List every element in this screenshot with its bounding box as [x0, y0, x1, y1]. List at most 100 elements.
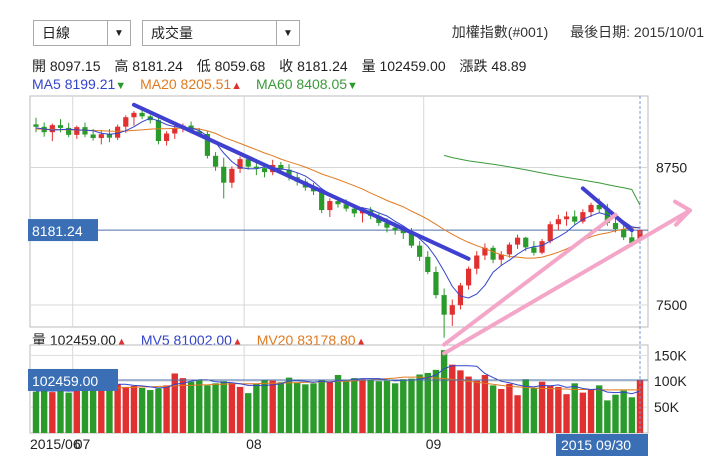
- volume-bar: [522, 379, 529, 433]
- x-tick-label: 2015/06: [30, 436, 81, 452]
- volume-bar: [595, 385, 603, 433]
- volume-bar: [334, 375, 342, 433]
- volume-bar: [245, 393, 252, 433]
- candle-body: [523, 237, 529, 248]
- volume-bar: [342, 380, 350, 433]
- candle-body: [343, 204, 349, 209]
- volume-value: 量 102459.00: [361, 58, 446, 74]
- candle-body: [49, 125, 55, 133]
- candle-body: [596, 204, 602, 210]
- candle-body: [106, 134, 113, 138]
- volume-bar: [65, 392, 72, 433]
- volume-bar: [628, 397, 636, 433]
- volume-bar: [302, 384, 309, 433]
- volume-bar: [449, 364, 456, 433]
- candle-body: [278, 164, 284, 170]
- up-triangle-icon: ▲: [231, 80, 243, 92]
- volume-tick-label: 50K: [654, 399, 680, 415]
- candle-body: [417, 245, 423, 257]
- volume-bar: [228, 382, 236, 433]
- volume-bar: [293, 382, 301, 433]
- period-select[interactable]: 日線 ▼: [33, 20, 131, 46]
- candle-body: [98, 134, 104, 139]
- arrow-head-icon: [673, 199, 692, 227]
- volume-bar: [514, 395, 521, 433]
- volume-legend-row: 量 102459.00▲ MV5 81002.00▲ MV20 83178.80…: [32, 330, 377, 350]
- candle-body: [637, 230, 643, 240]
- trend-line-blue: [131, 102, 471, 261]
- volume-bar: [236, 386, 244, 433]
- candle-body: [82, 127, 88, 135]
- candle-body: [384, 222, 390, 228]
- up-triangle-icon: ▲: [231, 336, 243, 348]
- down-triangle-icon: ▼: [115, 80, 127, 92]
- ohlc-row: 開 8097.15 高 8181.24 低 8059.68 收 8181.24 …: [32, 56, 536, 76]
- volume-bar: [457, 370, 464, 433]
- volume-bar: [106, 385, 113, 433]
- candle-body: [400, 230, 406, 234]
- period-select-value: 日線: [42, 25, 70, 41]
- volume-bar: [212, 383, 219, 433]
- volume-bar: [473, 380, 480, 433]
- chevron-down-icon[interactable]: ▼: [276, 21, 299, 45]
- ma60-legend: MA60 8408.05▼: [255, 76, 358, 92]
- volume-bar: [114, 384, 121, 433]
- x-tick-label: 07: [75, 436, 91, 452]
- candle-body: [449, 305, 455, 315]
- volume-bar: [375, 381, 383, 433]
- volume-bar: [147, 390, 154, 433]
- current-volume-label: 102459.00: [32, 373, 98, 389]
- chevron-down-icon[interactable]: ▼: [107, 21, 130, 45]
- volume-bar: [269, 380, 276, 433]
- volume-bar: [440, 350, 448, 433]
- mv5-legend: MV5 81002.00▲: [140, 332, 243, 348]
- volume-bar: [277, 382, 285, 433]
- candle-body: [572, 216, 578, 222]
- volume-bar: [498, 389, 505, 433]
- candle-body: [139, 112, 145, 117]
- candle-body: [547, 224, 553, 242]
- candle-body: [539, 241, 545, 253]
- candle-body: [506, 244, 513, 255]
- candle-body: [115, 126, 121, 138]
- volume-bar: [73, 390, 81, 433]
- candle-body: [196, 131, 202, 134]
- volume-bar: [367, 379, 374, 433]
- candle-body: [286, 169, 292, 178]
- volume-bar: [489, 385, 497, 433]
- volume-bar: [359, 379, 366, 433]
- candle-body: [621, 229, 627, 238]
- current-volume-badge: [28, 368, 118, 391]
- candle-body: [57, 125, 64, 128]
- volume-bar: [81, 389, 89, 433]
- indicator-select[interactable]: 成交量 ▼: [142, 20, 300, 46]
- candle-body: [253, 166, 259, 169]
- candle-body: [408, 233, 415, 246]
- volume-bar: [563, 394, 570, 433]
- candle-body: [555, 219, 561, 225]
- low-value: 低 8059.68: [196, 58, 266, 74]
- volume-bar: [196, 379, 203, 433]
- current-price-label: 8181.24: [32, 223, 83, 239]
- trend-line-blue: [580, 186, 634, 233]
- volume-bar: [506, 383, 513, 433]
- volume-bar: [400, 379, 407, 433]
- cursor-date-badge: [556, 434, 648, 456]
- candle-body: [131, 112, 137, 118]
- candle-body: [212, 155, 219, 167]
- volume-bar: [383, 380, 391, 433]
- candle-body: [604, 209, 610, 224]
- candle-body: [261, 168, 268, 173]
- close-value: 收 8181.24: [279, 58, 348, 74]
- candle-body: [433, 272, 439, 296]
- volume-bar: [163, 385, 170, 433]
- index-name: 加權指數(#001): [451, 24, 549, 40]
- candle-body: [490, 247, 496, 260]
- candle-body: [588, 204, 594, 213]
- volume-bar: [89, 381, 97, 433]
- open-value: 開 8097.15: [32, 58, 101, 74]
- candle-body: [531, 247, 537, 253]
- candle-body: [327, 201, 333, 211]
- volume-bar: [612, 394, 619, 433]
